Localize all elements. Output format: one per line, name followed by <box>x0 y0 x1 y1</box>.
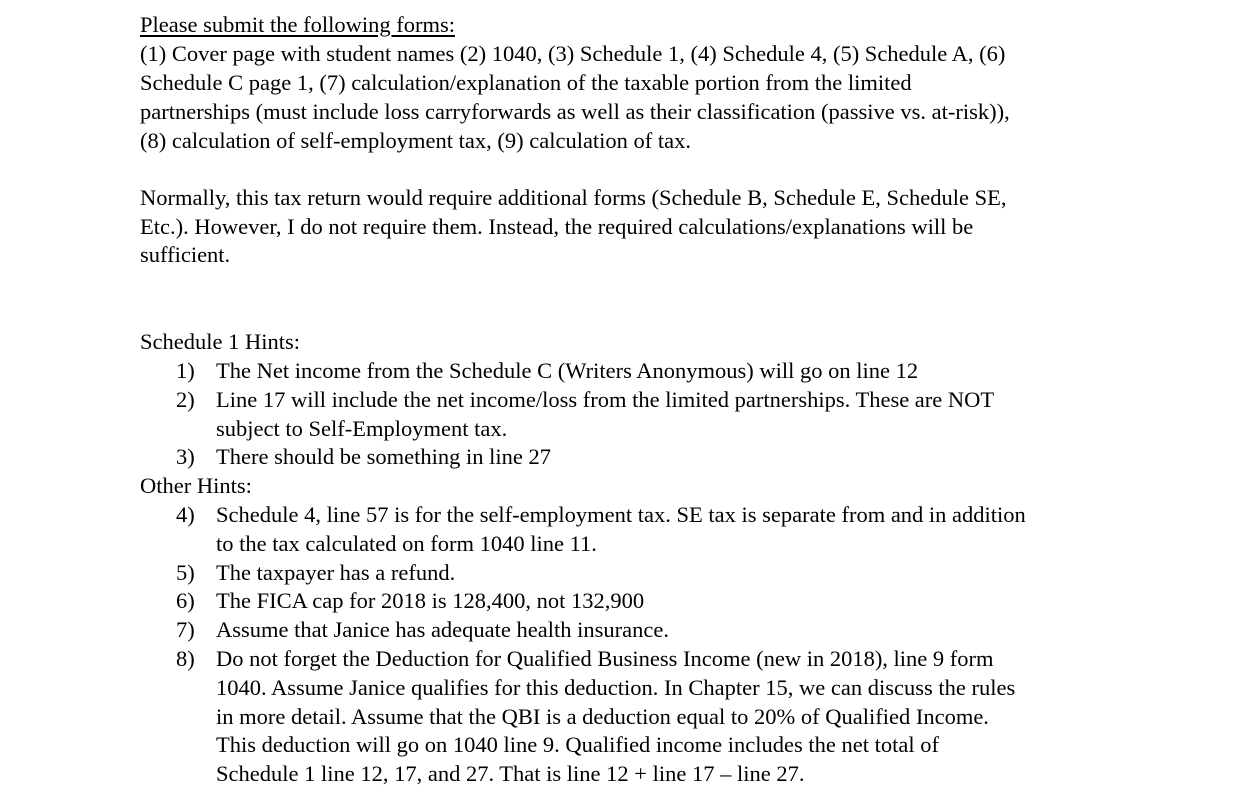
hint-text-line: The FICA cap for 2018 is 128,400, not 13… <box>216 588 645 614</box>
hint-text-line: subject to Self-Employment tax. <box>216 415 508 441</box>
note-line: sufficient. <box>140 242 231 267</box>
hint-number: 8) <box>176 646 195 671</box>
hint-text-line: There should be something in line 27 <box>216 444 551 470</box>
hint-text-line: Do not forget the Deduction for Qualifie… <box>216 646 994 671</box>
hint-text-line: The taxpayer has a refund. <box>216 559 456 585</box>
other-hints-heading: Other Hints: <box>140 473 252 498</box>
schedule1-hints-heading: Schedule 1 Hints: <box>140 329 300 354</box>
hint-text-line: This deduction will go on 1040 line 9. Q… <box>216 732 939 758</box>
forms-line: Schedule C page 1, (7) calculation/expla… <box>140 70 912 95</box>
hint-number: 2) <box>176 386 195 412</box>
hint-number: 1) <box>176 358 195 383</box>
hint-text-line: Assume that Janice has adequate health i… <box>216 617 669 643</box>
hint-text-line: Line 17 will include the net income/loss… <box>216 386 995 412</box>
forms-line: (8) calculation of self-employment tax, … <box>140 128 692 153</box>
hint-number: 5) <box>176 559 195 585</box>
hint-number: 3) <box>176 444 195 470</box>
hint-text-line: to the tax calculated on form 1040 line … <box>216 530 597 556</box>
hint-text-line: Schedule 1 line 12, 17, and 27. That is … <box>216 761 805 787</box>
hint-text-line: The Net income from the Schedule C (Writ… <box>216 358 919 383</box>
hint-text-line: 1040. Assume Janice qualifies for this d… <box>216 674 1016 700</box>
hint-number: 6) <box>176 588 195 614</box>
hint-text-line: Schedule 4, line 57 is for the self-empl… <box>216 502 1026 527</box>
note-line: Etc.). However, I do not require them. I… <box>140 214 974 239</box>
forms-heading: Please submit the following forms: <box>140 12 455 37</box>
hint-number: 4) <box>176 502 195 527</box>
forms-line: (1) Cover page with student names (2) 10… <box>140 41 1006 66</box>
forms-line: partnerships (must include loss carryfor… <box>140 99 1010 124</box>
note-line: Normally, this tax return would require … <box>140 185 1007 210</box>
hint-number: 7) <box>176 617 195 643</box>
hint-text-line: in more detail. Assume that the QBI is a… <box>216 703 989 729</box>
